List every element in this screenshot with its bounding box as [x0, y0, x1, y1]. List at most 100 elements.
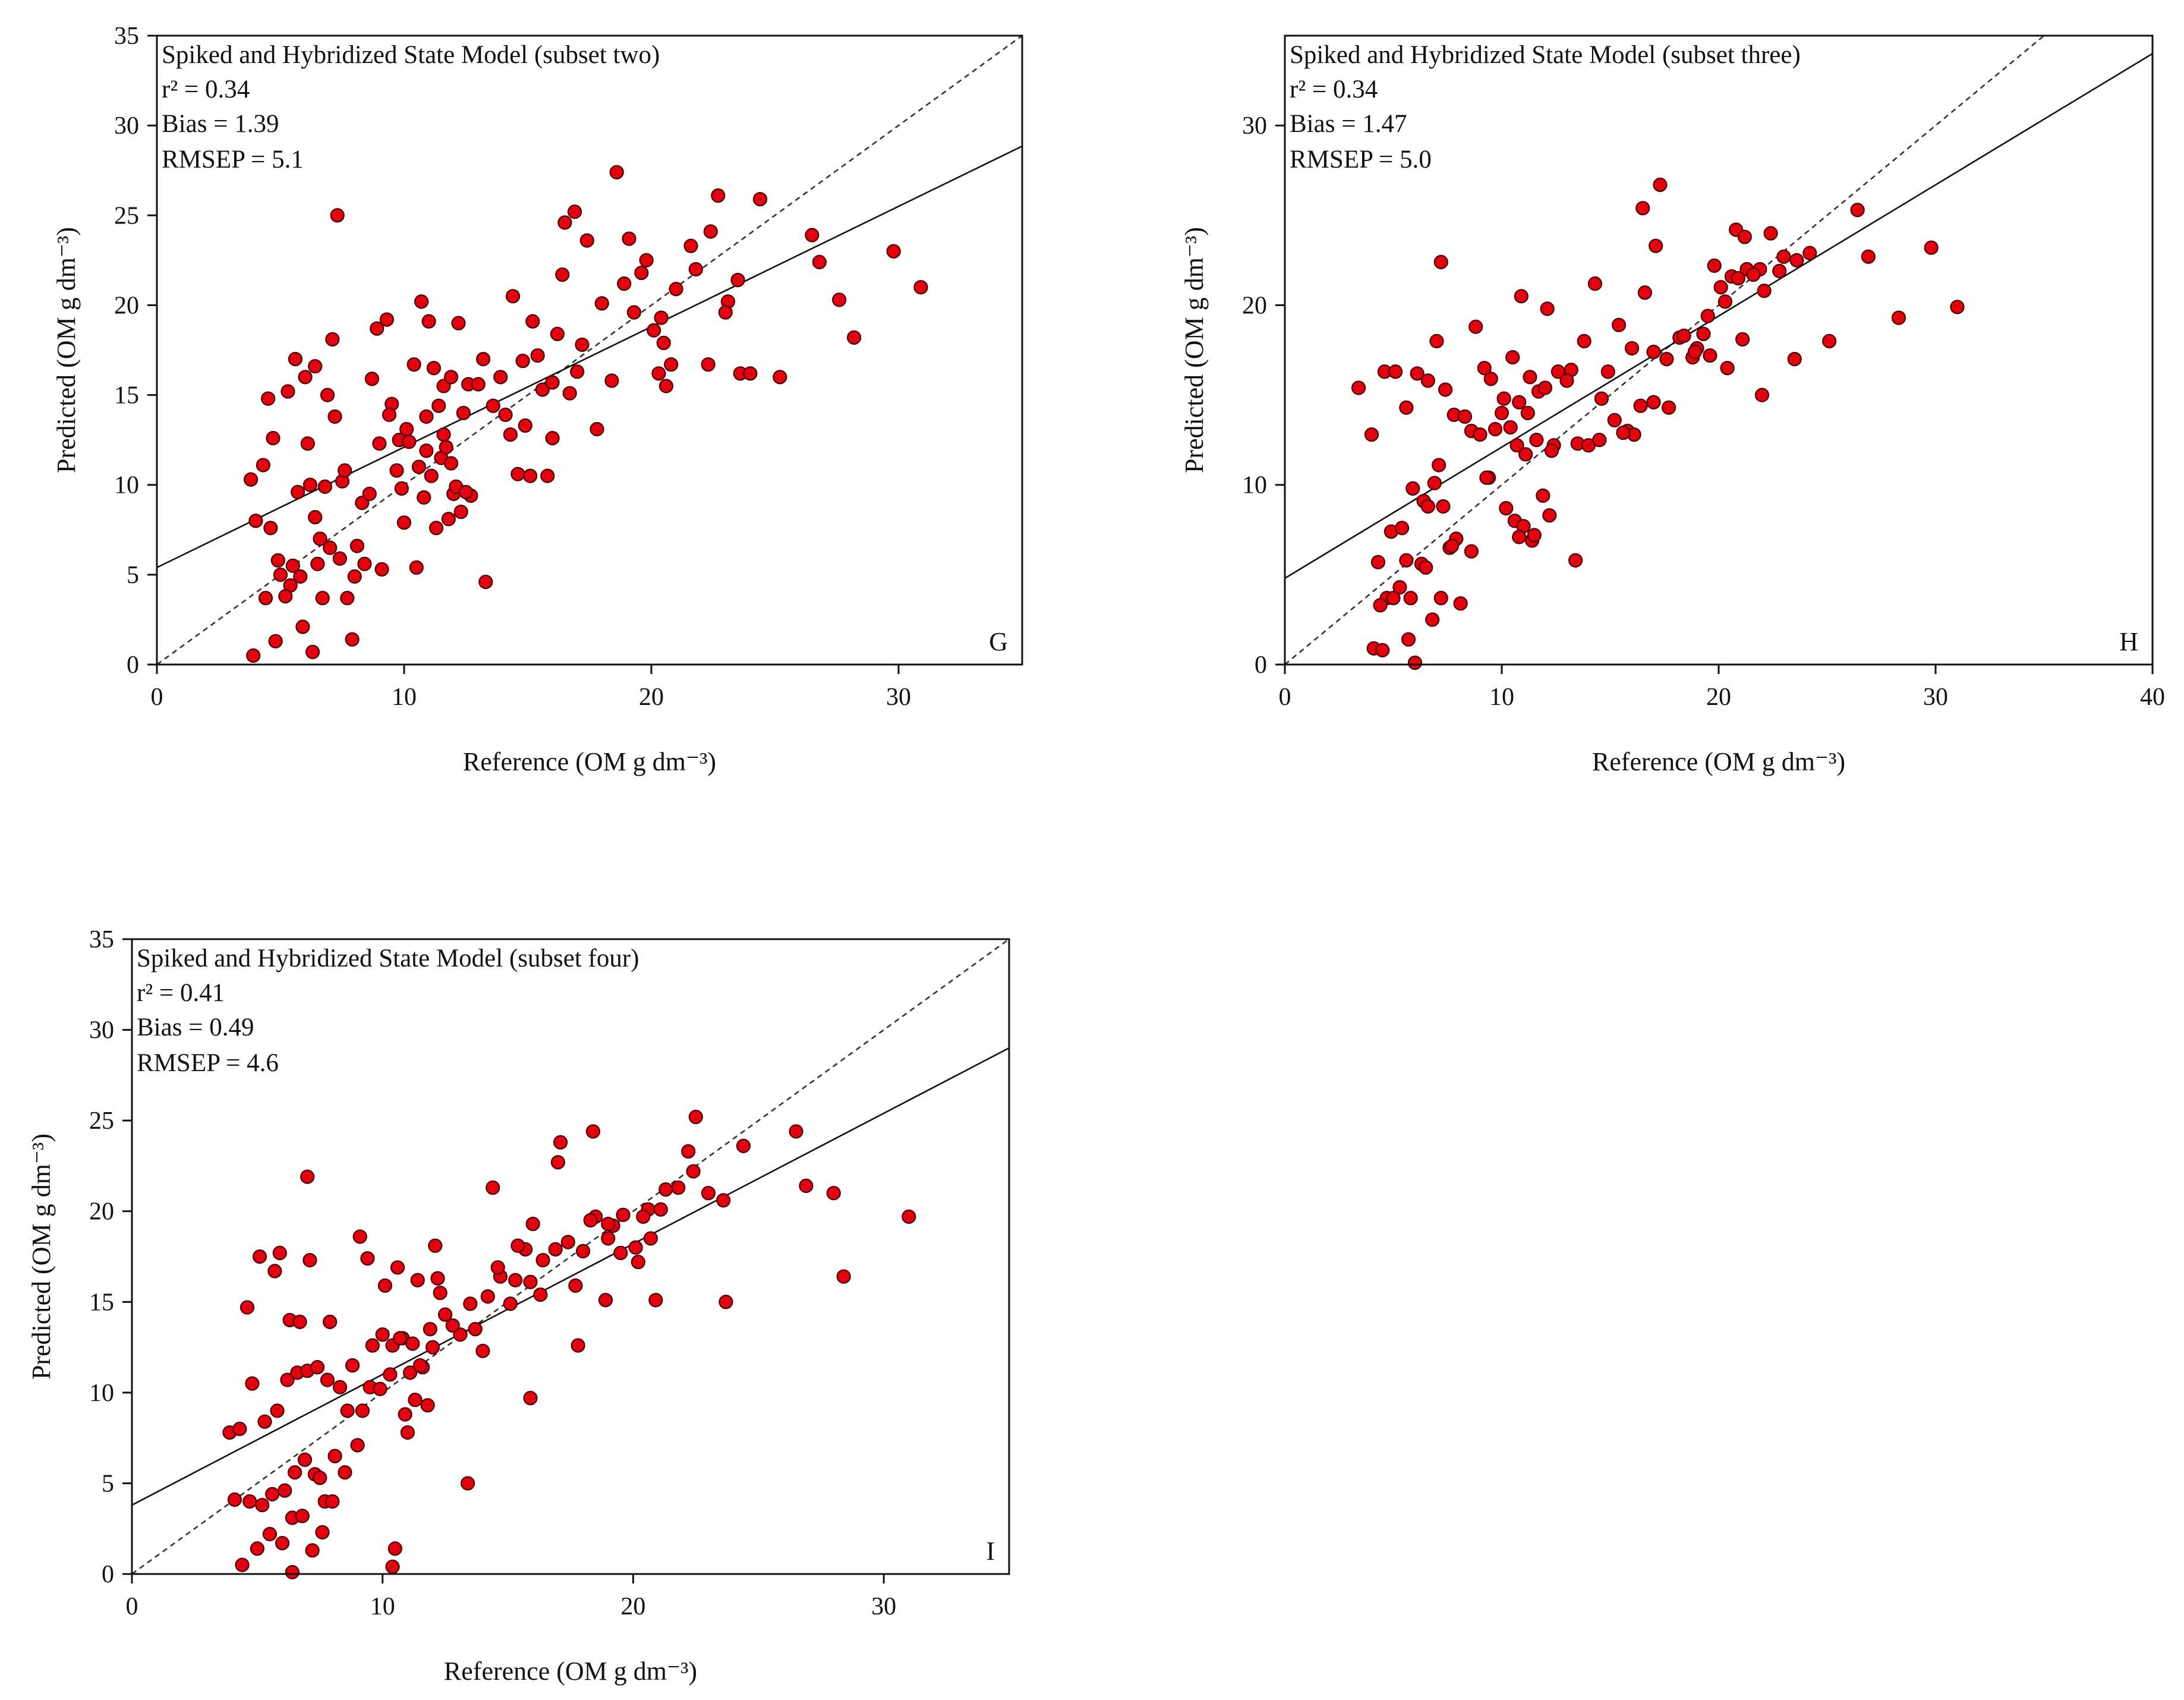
panel-g-data-point — [256, 458, 270, 473]
panel-h-data-point — [1653, 177, 1668, 192]
panel-g-data-point — [886, 244, 901, 259]
panel-i-data-point — [671, 1180, 686, 1195]
panel-i-data-point — [826, 1186, 841, 1201]
panel-g-data-point — [493, 370, 508, 385]
panel-h-data-point — [1789, 253, 1804, 267]
panel-h-data-point — [1499, 500, 1514, 516]
panel-h-data-point — [1594, 391, 1609, 406]
panel-g-regression-line — [157, 145, 1022, 568]
panel-i-data-point — [292, 1314, 307, 1329]
panel-i-x-tick-label: 30 — [871, 1593, 896, 1620]
panel-g-data-point — [515, 354, 530, 369]
panel-h-rmsep: RMSEP = 5.0 — [1290, 146, 1432, 174]
panel-g-data-point — [540, 468, 555, 483]
panel-g-data-point — [639, 253, 654, 267]
panel-g-data-point — [550, 326, 565, 341]
panel-h-data-point — [1405, 481, 1420, 496]
panel-g-data-point — [261, 391, 276, 406]
panel-g-data-point — [654, 310, 669, 325]
panel-g-data-point — [379, 312, 394, 327]
panel-g-data-point — [498, 407, 513, 422]
panel-h-data-point — [1487, 421, 1503, 437]
panel-i-data-point — [239, 1300, 255, 1315]
panel-i-data-point — [688, 1109, 703, 1125]
panel-g-identity-line — [157, 36, 1022, 665]
panel-h-x-tick-label: 40 — [2140, 684, 2165, 711]
panel-h-data-point — [1646, 395, 1661, 410]
panel-g-data-point — [669, 282, 683, 297]
panel-i-data-point — [510, 1238, 525, 1253]
panel-g-data-point — [291, 484, 305, 499]
panel-i-data-point — [420, 1398, 435, 1413]
panel-h-x-axis-label: Reference (OM g dm⁻³) — [1592, 747, 1845, 776]
panel-i-data-point — [332, 1380, 348, 1394]
panel-i-data-point — [262, 1526, 278, 1541]
panel-g-data-point — [396, 515, 412, 530]
panel-h-data-point — [1505, 350, 1520, 365]
panel-g-data-point — [478, 574, 493, 590]
panel-i-data-point — [327, 1449, 342, 1463]
panel-i-data-point — [533, 1287, 548, 1302]
panel-i-data-point — [340, 1403, 355, 1418]
panel-g-data-point — [476, 352, 491, 367]
panel-h-data-point — [1822, 333, 1837, 348]
panel-g-data-point — [913, 280, 928, 295]
panel-g-y-tick-label: 25 — [114, 202, 139, 229]
panel-h-data-point — [1536, 488, 1550, 503]
panel-h-r2: r² = 0.34 — [1290, 75, 1378, 103]
panel-i-data-point — [716, 1193, 731, 1208]
panel-i-data-point — [445, 1318, 460, 1333]
panel-g-data-point — [518, 418, 532, 433]
panel-g-data-point — [317, 479, 332, 494]
panel-g-y-tick-label: 20 — [114, 292, 139, 319]
panel-h-data-point — [1559, 373, 1574, 388]
panel-i-data-point — [636, 1209, 651, 1224]
panel-g-points — [243, 165, 928, 663]
panel-g-data-point — [439, 440, 453, 455]
panel-g-data-point — [743, 366, 758, 381]
panel-i-data-point — [310, 1360, 325, 1375]
panel-g-rmsep: RMSEP = 5.1 — [162, 146, 304, 174]
panel-g-title: Spiked and Hybridized State Model (subse… — [162, 41, 660, 69]
panel-g-data-point — [270, 553, 285, 568]
panel-g-data-point — [617, 276, 632, 291]
panel-g-data-point — [688, 262, 703, 277]
panel-i-data-point — [571, 1338, 585, 1353]
panel-h-data-point — [1419, 560, 1433, 575]
panel-i-x-tick-label: 10 — [370, 1593, 395, 1620]
panel-i-data-point — [365, 1338, 380, 1353]
panel-i-data-point — [232, 1421, 247, 1436]
panel-g-data-point — [656, 335, 671, 351]
panel-h-y-tick-label: 0 — [1255, 651, 1267, 679]
panel-i-data-point — [288, 1465, 302, 1480]
panel-i-data-point — [255, 1497, 270, 1513]
panel-g-y-axis-label: Predicted (OM g dm⁻³) — [52, 227, 81, 473]
panel-i-data-point — [468, 1321, 483, 1337]
panel-h-data-point — [1542, 508, 1557, 523]
panel-g-data-point — [266, 431, 281, 446]
panel-g-data-point — [530, 348, 545, 363]
panel-g-data-point — [664, 357, 679, 372]
panel-g-data-point — [545, 431, 560, 446]
panel-h-data-point — [1468, 319, 1483, 334]
panel-i-data-point — [412, 1358, 428, 1373]
panel-h-data-point — [1587, 276, 1603, 291]
panel-g-data-point — [567, 204, 582, 219]
panel-i-data-point — [305, 1543, 320, 1558]
panel-h-data-point — [1483, 372, 1498, 386]
panel-g-data-point — [523, 468, 538, 483]
panel-i-data-point — [408, 1392, 423, 1408]
panel-h-data-point — [1373, 598, 1388, 613]
panel-g-y-tick-label: 35 — [114, 23, 139, 50]
panel-g-data-point — [579, 233, 594, 248]
panel-i-data-point — [601, 1216, 616, 1232]
panel-g-data-point — [258, 591, 273, 606]
panel-i-y-tick-label: 0 — [102, 1561, 114, 1588]
panel-g-data-point — [752, 191, 768, 207]
panel-h: 0 10 20 30 40 0 10 20 30 Reference (OM g dm⁻³) Pre… — [1180, 34, 2165, 776]
panel-h-data-point — [1950, 300, 1965, 314]
panel-i-data-point — [250, 1541, 264, 1556]
panel-g-data-point — [389, 463, 404, 478]
panel-g-data-point — [428, 521, 444, 536]
